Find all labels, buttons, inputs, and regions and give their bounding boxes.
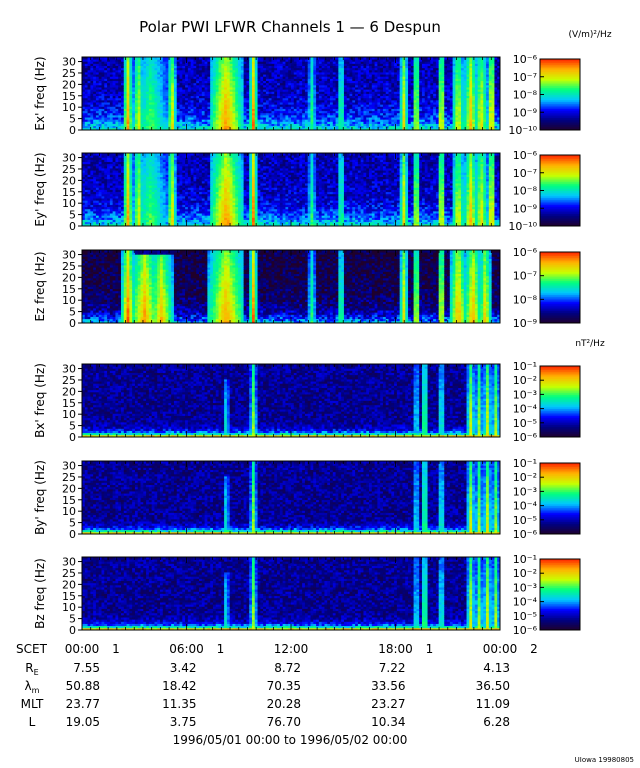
colorbar-unit-magnetic: nT²/Hz [575,339,605,349]
spectrogram-cells [82,57,500,130]
figure-title: Polar PWI LFWR Channels 1 — 6 Despun [139,18,441,36]
colorbar-unit-electric: (V/m)²/Hz [568,30,611,40]
